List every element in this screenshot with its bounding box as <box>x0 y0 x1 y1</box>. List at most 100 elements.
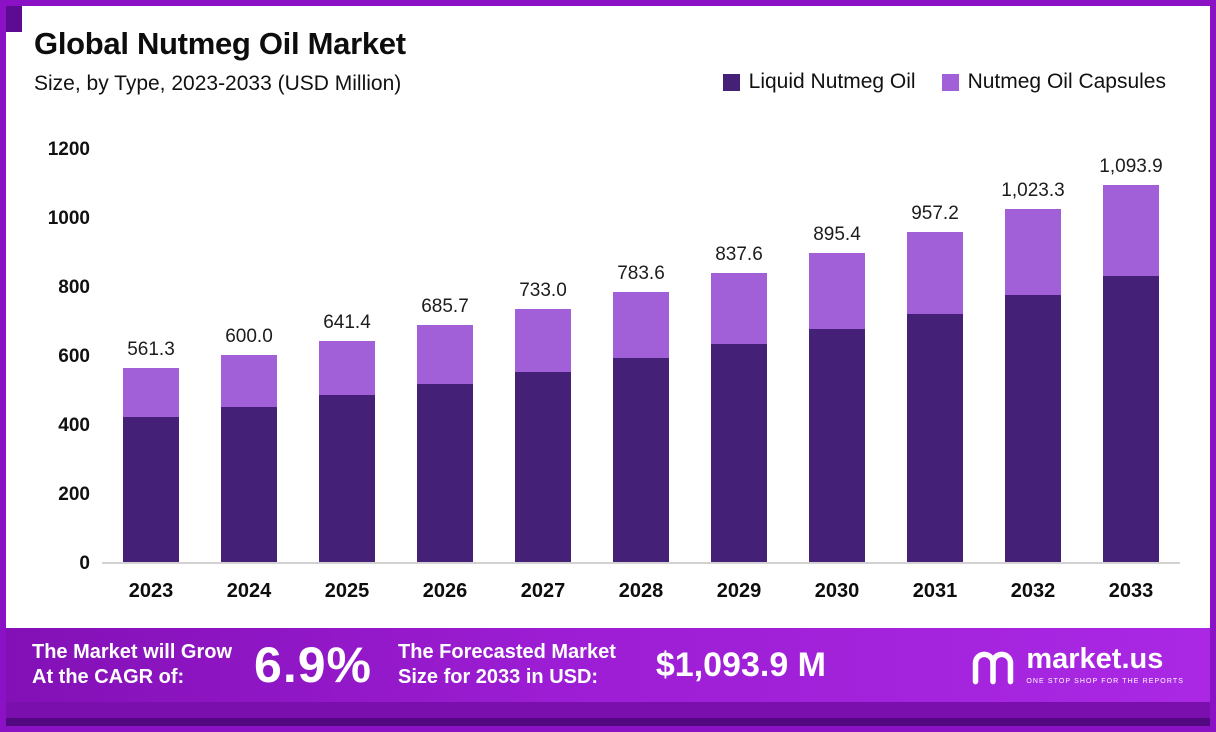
y-tick-label-1200: 1200 <box>47 139 90 160</box>
bar-segment-liquid <box>123 417 179 562</box>
bar-segment-liquid <box>1103 276 1159 562</box>
bar-slot-2030: 895.4 <box>788 150 886 562</box>
bar-total-label: 783.6 <box>617 262 665 284</box>
x-tick-label-2033: 2033 <box>1108 580 1154 602</box>
bar-segment-capsules <box>1103 184 1159 276</box>
bar-segment-liquid <box>417 383 473 562</box>
x-tick-label-2031: 2031 <box>912 580 958 602</box>
y-tick-label-200: 200 <box>58 484 90 505</box>
bar-segment-capsules <box>221 355 277 407</box>
bar-segment-capsules <box>319 340 375 396</box>
brand-name: market.us <box>1026 643 1164 675</box>
plot-area: 561.3 600.0 641.4 685.7 733.0 783.6 837.6 895.4… <box>102 150 1180 564</box>
bar-stack <box>417 325 473 562</box>
page-title: Global Nutmeg Oil Market <box>34 26 406 61</box>
y-tick-label-600: 600 <box>58 346 90 367</box>
bar-slot-2024: 600.0 <box>200 150 298 562</box>
bar-segment-capsules <box>123 368 179 418</box>
cagr-label-line1: The Market will Grow <box>32 641 233 663</box>
bar-stack <box>515 309 571 562</box>
forecast-label: The Forecasted Market Size for 2033 in U… <box>398 640 616 690</box>
legend-swatch-capsules <box>941 73 959 91</box>
bar-stack <box>809 253 865 562</box>
x-tick-label-2030: 2030 <box>814 580 860 602</box>
x-tick-label-2025: 2025 <box>324 580 370 602</box>
bar-slot-2031: 957.2 <box>886 150 984 562</box>
market-us-logo-icon <box>973 651 1014 685</box>
bar-total-label: 1,023.3 <box>1001 179 1065 201</box>
y-tick-label-0: 0 <box>79 553 90 574</box>
bar-total-label: 957.2 <box>911 202 959 224</box>
x-tick-label-2027: 2027 <box>520 580 566 602</box>
page-subtitle: Size, by Type, 2023-2033 (USD Million) <box>34 72 402 95</box>
footer-banner-main: The Market will Grow At the CAGR of: 6.9… <box>6 628 1210 702</box>
bar-stack <box>907 231 963 562</box>
bar-slot-2028: 783.6 <box>592 150 690 562</box>
forecast-label-line1: The Forecasted Market <box>398 641 616 663</box>
chart-legend: Liquid Nutmeg Oil Nutmeg Oil Capsules <box>722 70 1166 94</box>
bar-slot-2029: 837.6 <box>690 150 788 562</box>
bar-segment-liquid <box>221 406 277 562</box>
bar-total-label: 837.6 <box>715 244 763 266</box>
bar-total-label: 1,093.9 <box>1099 155 1163 177</box>
cagr-value: 6.9% <box>254 637 373 693</box>
bar-slot-2027: 733.0 <box>494 150 592 562</box>
bar-segment-capsules <box>613 291 669 358</box>
x-tick-label-2032: 2032 <box>1010 580 1056 602</box>
bar-stack <box>221 355 277 562</box>
bar-segment-liquid <box>613 357 669 562</box>
bar-slot-2026: 685.7 <box>396 150 494 562</box>
x-tick-label-2026: 2026 <box>422 580 468 602</box>
bar-segment-liquid <box>1005 294 1061 562</box>
corner-accent <box>6 6 22 32</box>
x-axis: 2023 2024 2025 2026 2027 2028 2029 2030 2031 2032… <box>102 580 1180 603</box>
bar-segment-liquid <box>711 343 767 562</box>
bar-total-label: 600.0 <box>225 326 273 347</box>
bar-stack <box>123 368 179 562</box>
bar-stack <box>1103 184 1159 562</box>
legend-item-liquid: Liquid Nutmeg Oil <box>722 70 916 94</box>
banner-strip-bottom <box>6 718 1210 726</box>
bar-segment-capsules <box>711 273 767 344</box>
bar-slot-2032: 1,023.3 <box>984 150 1082 562</box>
bar-segment-liquid <box>319 395 375 562</box>
x-tick-label-2023: 2023 <box>128 580 174 602</box>
bar-slot-2023: 561.3 <box>102 150 200 562</box>
forecast-value: $1,093.9 M <box>655 645 826 684</box>
bar-series: 561.3 600.0 641.4 685.7 733.0 783.6 837.6 895.4… <box>102 150 1180 562</box>
brand-tagline: ONE STOP SHOP FOR THE REPORTS <box>1026 678 1184 685</box>
bar-segment-liquid <box>907 313 963 562</box>
bar-segment-capsules <box>1005 208 1061 295</box>
y-tick-label-400: 400 <box>58 415 90 436</box>
bar-slot-2033: 1,093.9 <box>1082 150 1180 562</box>
legend-item-capsules: Nutmeg Oil Capsules <box>941 70 1166 94</box>
bar-stack <box>613 291 669 562</box>
y-tick-label-800: 800 <box>58 277 90 298</box>
bar-segment-capsules <box>515 309 571 372</box>
legend-label-liquid: Liquid Nutmeg Oil <box>748 70 916 93</box>
chart-header: Global Nutmeg Oil Market Size, by Type, … <box>34 26 406 96</box>
brand-group: market.us ONE STOP SHOP FOR THE REPORTS <box>970 645 1184 685</box>
bar-total-label: 733.0 <box>519 280 567 302</box>
legend-swatch-liquid <box>722 73 740 91</box>
x-tick-label-2028: 2028 <box>618 580 664 602</box>
legend-label-capsules: Nutmeg Oil Capsules <box>967 70 1166 93</box>
bar-slot-2025: 641.4 <box>298 150 396 562</box>
banner-strip-mid <box>6 702 1210 718</box>
bar-segment-capsules <box>417 325 473 384</box>
bar-segment-liquid <box>515 371 571 562</box>
cagr-label: The Market will Grow At the CAGR of: <box>32 640 232 690</box>
bar-total-label: 641.4 <box>323 311 371 333</box>
y-axis: 1200 1000 800 600 400 200 0 <box>24 139 90 574</box>
x-tick-label-2024: 2024 <box>226 580 272 602</box>
y-tick-label-1000: 1000 <box>47 208 90 229</box>
bar-stack <box>319 340 375 562</box>
footer-banner: The Market will Grow At the CAGR of: 6.9… <box>6 628 1210 726</box>
forecast-label-line2: Size for 2033 in USD: <box>398 666 599 688</box>
brand-text: market.us ONE STOP SHOP FOR THE REPORTS <box>1026 643 1184 686</box>
bar-segment-capsules <box>809 253 865 329</box>
bar-stack <box>1005 208 1061 562</box>
cagr-label-line2: At the CAGR of: <box>32 666 185 688</box>
x-tick-label-2029: 2029 <box>716 580 762 602</box>
